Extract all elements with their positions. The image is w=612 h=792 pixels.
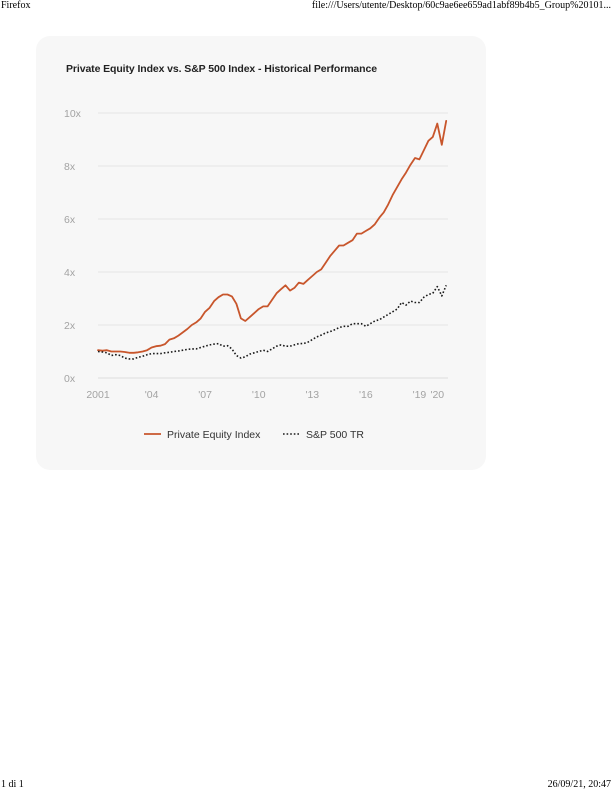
- browser-print-header: Firefox file:///Users/utente/Desktop/60c…: [0, 0, 612, 14]
- x-tick-label: '20: [430, 389, 444, 401]
- chart-card: Private Equity Index vs. S&P 500 Index -…: [36, 36, 486, 470]
- y-tick-label: 2x: [64, 320, 76, 332]
- x-tick-label: '10: [252, 389, 266, 401]
- y-tick-label: 8x: [64, 161, 76, 173]
- y-tick-label: 10x: [64, 108, 82, 120]
- x-tick-label: '19: [413, 389, 427, 401]
- y-tick-label: 4x: [64, 267, 76, 279]
- legend-label: Private Equity Index: [167, 429, 261, 441]
- x-tick-label: '07: [198, 389, 212, 401]
- browser-print-footer: 1 di 1 26/09/21, 20:47: [0, 778, 612, 792]
- x-tick-label: '04: [145, 389, 159, 401]
- header-file-path: file:///Users/utente/Desktop/60c9ae6ee65…: [311, 0, 611, 11]
- line-chart: 0x 2x 4x 6x 8x 10x 2001 '04 '07 '10 '13 '16 '19'20 Pr…: [64, 108, 448, 441]
- y-tick-label: 6x: [64, 214, 76, 226]
- series-line-private-equity: [97, 120, 448, 354]
- footer-page-count: 1 di 1: [1, 779, 24, 790]
- x-tick-label: 2001: [86, 389, 110, 401]
- header-app-name: Firefox: [1, 0, 31, 11]
- y-tick-label: 0x: [64, 373, 76, 385]
- legend-label: S&P 500 TR: [306, 429, 364, 441]
- x-tick-label: '13: [305, 389, 319, 401]
- footer-timestamp: 26/09/21, 20:47: [547, 779, 611, 790]
- x-tick-label: '16: [359, 389, 373, 401]
- chart-title: Private Equity Index vs. S&P 500 Index -…: [66, 63, 377, 75]
